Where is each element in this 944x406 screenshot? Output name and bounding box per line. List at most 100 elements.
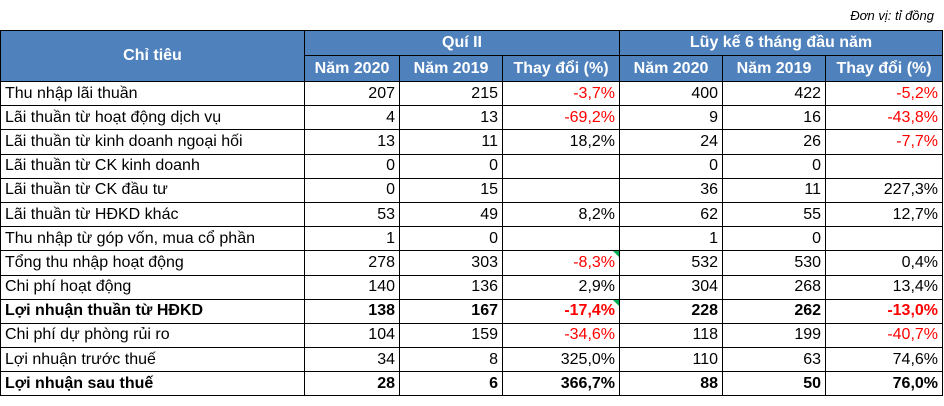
cell: 50 — [722, 371, 827, 397]
row-label: Tổng thu nhập hoạt động — [0, 250, 305, 276]
cell: 159 — [399, 322, 503, 349]
cell: 304 — [619, 274, 724, 300]
table-row: Tổng thu nhập hoạt động 278 303 -8,3% 53… — [0, 250, 944, 276]
row-label: Thu nhập từ góp vốn, mua cổ phần — [0, 226, 305, 252]
row-label: Lãi thuần từ hoạt động dịch vụ — [0, 105, 305, 131]
cell: 53 — [304, 201, 400, 228]
cell: -13,0% — [825, 298, 944, 324]
header-ytd-2020: Năm 2020 — [619, 55, 724, 82]
cell — [825, 153, 944, 179]
cell: 55 — [722, 201, 827, 228]
cell: 228 — [619, 298, 724, 324]
cell: 140 — [304, 274, 400, 300]
row-label: Chi phí hoạt động — [0, 274, 305, 300]
row-label: Thu nhập lãi thuần — [0, 80, 305, 107]
cell: 4 — [304, 105, 400, 131]
cell: 11 — [722, 177, 827, 203]
cell: -3,7% — [501, 80, 621, 107]
cell: 2,9% — [501, 274, 621, 300]
cell: 325,0% — [501, 347, 621, 373]
cell: 13,4% — [825, 274, 944, 300]
table-row: Lãi thuần từ CK kinh doanh 0 0 0 0 — [0, 153, 944, 179]
cell: 400 — [619, 80, 724, 107]
cell: 104 — [304, 322, 400, 349]
table-row: Lãi thuần từ kinh doanh ngoại hối 13 11 … — [0, 129, 944, 155]
table-row: Lợi nhuận trước thuế 34 8 325,0% 110 63 … — [0, 347, 944, 373]
row-label: Lãi thuần từ kinh doanh ngoại hối — [0, 129, 305, 155]
cell: 138 — [304, 298, 400, 324]
cell: -40,7% — [825, 322, 944, 349]
cell: 0 — [722, 226, 827, 252]
unit-note: Đơn vị: tỉ đồng — [850, 8, 934, 23]
cell — [501, 177, 621, 203]
cell: 26 — [722, 129, 827, 155]
cell: 118 — [619, 322, 724, 349]
cell: 28 — [304, 371, 400, 397]
cell: 0 — [619, 153, 724, 179]
cell: 0 — [304, 153, 400, 179]
cell: 6 — [399, 371, 503, 397]
cell: 278 — [304, 250, 400, 276]
cell: 8 — [399, 347, 503, 373]
cell: 530 — [722, 250, 827, 276]
cell: 532 — [619, 250, 724, 276]
cell: -5,2% — [825, 80, 944, 107]
cell: 34 — [304, 347, 400, 373]
cell: 207 — [304, 80, 400, 107]
row-label: Lợi nhuận trước thuế — [0, 347, 305, 373]
cell: 227,3% — [825, 177, 944, 203]
cell: 0,4% — [825, 250, 944, 276]
row-label: Chi phí dự phòng rủi ro — [0, 322, 305, 349]
cell — [501, 153, 621, 179]
cell: 136 — [399, 274, 503, 300]
cell: -7,7% — [825, 129, 944, 155]
cell: 74,6% — [825, 347, 944, 373]
header-quarter-group: Quí II — [303, 30, 621, 56]
cell: -43,8% — [825, 105, 944, 131]
cell: 215 — [399, 80, 503, 107]
cell: 366,7% — [501, 371, 621, 397]
header-indicator: Chỉ tiêu — [0, 30, 305, 82]
row-label: Lợi nhuận thuần từ HĐKD — [0, 298, 305, 324]
cell: 9 — [619, 105, 724, 131]
cell: 24 — [619, 129, 724, 155]
cell: 76,0% — [825, 371, 944, 397]
cell: -69,2% — [501, 105, 621, 131]
cell: 0 — [722, 153, 827, 179]
table-row: Chi phí hoạt động 140 136 2,9% 304 268 1… — [0, 274, 944, 300]
row-label: Lợi nhuận sau thuế — [0, 371, 305, 397]
cell: 36 — [619, 177, 724, 203]
table-row: Lợi nhuận sau thuế 28 6 366,7% 88 50 76,… — [0, 371, 944, 397]
cell: 13 — [399, 105, 503, 131]
cell: 62 — [619, 201, 724, 228]
cell: 0 — [399, 226, 503, 252]
row-label: Lãi thuần từ CK đầu tư — [0, 177, 305, 203]
row-label: Lãi thuần từ CK kinh doanh — [0, 153, 305, 179]
cell: 15 — [399, 177, 503, 203]
cell: -34,6% — [501, 322, 621, 349]
table-row: Lợi nhuận thuần từ HĐKD 138 167 -17,4% 2… — [0, 298, 944, 324]
cell: 0 — [304, 177, 400, 203]
cell: 13 — [304, 129, 400, 155]
header-ytd-change: Thay đổi (%) — [825, 55, 944, 82]
cell: 303 — [399, 250, 503, 276]
cell: 18,2% — [501, 129, 621, 155]
cell: 0 — [399, 153, 503, 179]
header-ytd-group: Lũy kế 6 tháng đầu năm — [619, 30, 944, 56]
cell: 422 — [722, 80, 827, 107]
header-q-2020: Năm 2020 — [304, 55, 400, 82]
cell: 262 — [722, 298, 827, 324]
cell: 49 — [399, 201, 503, 228]
cell — [501, 226, 621, 252]
header-q-change: Thay đổi (%) — [501, 55, 621, 82]
cell: 88 — [619, 371, 724, 397]
table-row: Chi phí dự phòng rủi ro 104 159 -34,6% 1… — [0, 322, 944, 349]
header-ytd-2019: Năm 2019 — [722, 55, 827, 82]
table-row: Lãi thuần từ HĐKD khác 53 49 8,2% 62 55 … — [0, 201, 944, 228]
cell: -17,4% — [501, 298, 621, 324]
row-label: Lãi thuần từ HĐKD khác — [0, 201, 305, 228]
cell: 1 — [304, 226, 400, 252]
cell: 199 — [722, 322, 827, 349]
financial-table: Chỉ tiêu Quí II Lũy kế 6 tháng đầu năm N… — [0, 30, 944, 397]
cell: -8,3% — [501, 250, 621, 276]
